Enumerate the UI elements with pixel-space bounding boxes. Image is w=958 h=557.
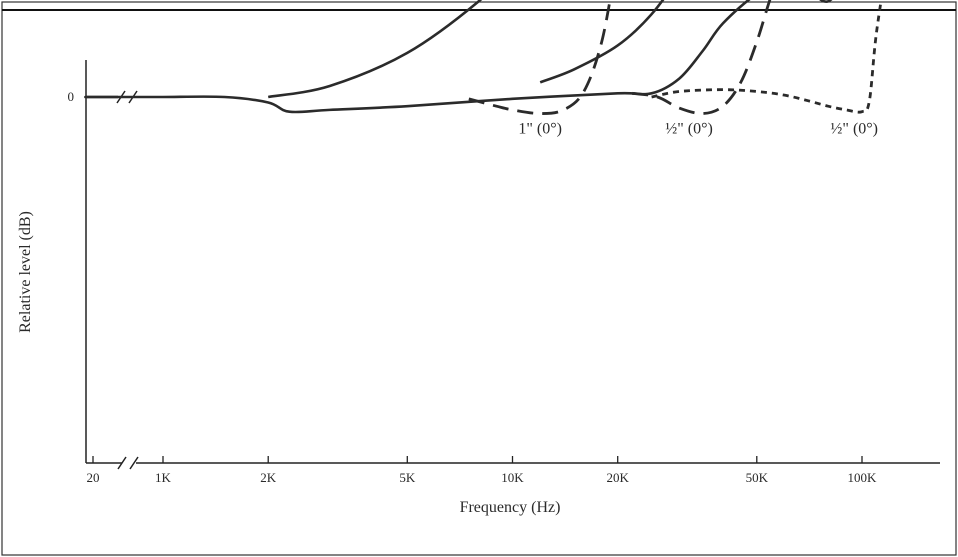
series-label: 1" (0°) <box>518 120 562 137</box>
x-tick-label: 20K <box>607 470 630 485</box>
x-tick-label: 100K <box>848 470 878 485</box>
x-tick-label: 20 <box>87 470 100 485</box>
series-line-quarter-inch-random <box>84 0 833 114</box>
series-line-one-inch-random <box>267 0 483 99</box>
series-line-half-inch-0deg <box>631 0 772 115</box>
series-line-half-inch-random <box>539 0 665 84</box>
series-label: ½" (0°) <box>830 120 878 137</box>
axes: 010–20201K2K5K10K20K50K100K <box>68 60 940 485</box>
series-line-one-inch-0deg <box>468 0 612 115</box>
x-axis-title: Frequency (Hz) <box>460 499 561 516</box>
y-tick-label: 0 <box>68 89 75 104</box>
x-tick-label: 5K <box>399 470 416 485</box>
y-axis-title: Relative level (dB) <box>17 211 34 333</box>
x-tick-label: 50K <box>746 470 769 485</box>
x-tick-label: 2K <box>260 470 277 485</box>
x-tick-label: 1K <box>155 470 172 485</box>
series-line-small-0deg <box>651 0 883 114</box>
x-tick-label: 10K <box>501 470 524 485</box>
labels-layer: 1" (random)½" (random)¼" (random)1" (0°)… <box>518 120 878 137</box>
series-layer <box>84 0 883 115</box>
x-axis-break-mark <box>117 456 139 470</box>
series-label: ½" (0°) <box>665 120 713 137</box>
